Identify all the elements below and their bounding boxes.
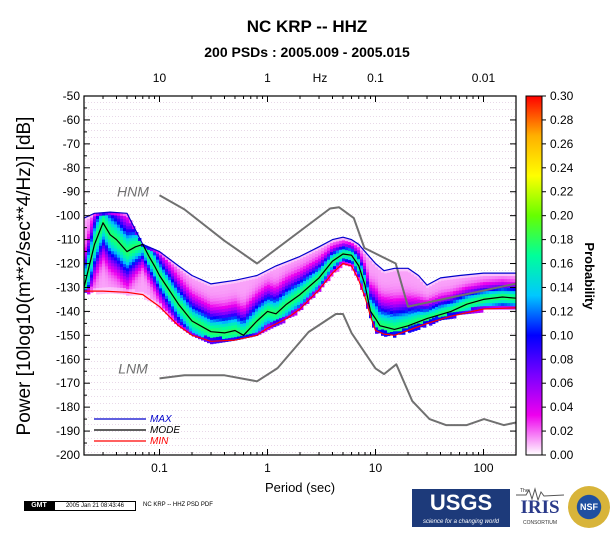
legend-label-max: MAX	[150, 414, 172, 425]
y-tick-label: -140	[56, 304, 80, 318]
colorbar-tick-label: 0.20	[550, 209, 574, 223]
colorbar-ticks: 0.30 0.28 0.26 0.24 0.22 0.20 0.18 0.16 0.14 0.12…	[542, 89, 574, 462]
y-tick-label: -130	[56, 280, 80, 294]
probability-density-field	[84, 102, 516, 453]
usgs-logo: USGS science for a changing world	[412, 489, 510, 527]
x-tick-label: 10	[369, 461, 383, 475]
usgs-logo-text: USGS	[429, 490, 493, 515]
timestamp: 2005 Jan 21 08:43:46	[54, 501, 136, 511]
y-tick-label: -200	[56, 448, 80, 462]
y-tick-label: -160	[56, 352, 80, 366]
y-tick-label: -80	[63, 161, 81, 175]
top-tick-label: 10	[153, 71, 167, 85]
series-hnm-line	[159, 194, 516, 308]
chart-title: NC KRP -- HHZ	[247, 17, 368, 36]
series-lnm-line	[159, 313, 516, 427]
legend-label-min: MIN	[150, 436, 169, 447]
top-axis-label: Hz	[313, 71, 328, 85]
model-label-lnm: LNM	[118, 361, 148, 377]
colorbar-tick-label: 0.00	[550, 448, 574, 462]
y-tick-label: -90	[63, 185, 81, 199]
y-tick-label: -170	[56, 376, 80, 390]
footer-note: NC KRP -- HHZ PSD PDF	[143, 502, 213, 508]
series-mode-line	[84, 222, 516, 336]
colorbar-tick-label: 0.18	[550, 233, 574, 247]
nsf-logo: NSF	[568, 486, 610, 528]
colorbar-label: Probability	[582, 242, 597, 310]
iris-logo-text: IRIS	[520, 497, 560, 518]
colorbar-tick-label: 0.16	[550, 257, 574, 271]
chart-subtitle: 200 PSDs : 2005.009 - 2005.015	[204, 44, 410, 60]
colorbar-tick-label: 0.22	[550, 185, 574, 199]
x-tick-label: 1	[264, 461, 271, 475]
iris-the: The	[520, 488, 529, 494]
colorbar	[525, 95, 543, 456]
y-tick-label: -180	[56, 400, 80, 414]
gmt-badge: GMT	[24, 501, 54, 511]
colorbar-tick-label: 0.28	[550, 113, 574, 127]
colorbar-tick-label: 0.08	[550, 352, 574, 366]
colorbar-tick-label: 0.02	[550, 424, 574, 438]
x-axis-ticks: 0.1 1 10 100	[83, 96, 517, 475]
y-tick-label: -120	[56, 257, 80, 271]
y-axis-ticks: -50 -60 -70 -80 -90 -100 -110 -120 -130 -140 -150 -…	[56, 89, 516, 462]
colorbar-tick-label: 0.26	[550, 137, 574, 151]
colorbar-tick-label: 0.24	[550, 161, 574, 175]
series-lines	[84, 194, 516, 427]
y-tick-label: -50	[63, 89, 81, 103]
usgs-tagline: science for a changing world	[422, 519, 500, 525]
colorbar-tick-label: 0.06	[550, 376, 574, 390]
colorbar-tick-label: 0.12	[550, 304, 574, 318]
y-axis-label: Power [10log10(m**2/sec**4/Hz)] [dB]	[14, 117, 35, 436]
model-label-hnm: HNM	[117, 184, 149, 200]
y-tick-label: -100	[56, 209, 80, 223]
noise-model-labels: HNM LNM	[117, 184, 149, 377]
seismogram-icon	[516, 487, 564, 501]
colorbar-tick-label: 0.10	[550, 328, 574, 342]
x-axis-label: Period (sec)	[265, 480, 335, 495]
colorbar-tick-label: 0.04	[550, 400, 574, 414]
y-tick-label: -110	[57, 233, 80, 247]
top-tick-label: 1	[264, 71, 271, 85]
y-tick-label: -150	[56, 328, 80, 342]
legend-label-mode: MODE	[150, 425, 180, 436]
x-tick-label: 0.1	[151, 461, 168, 475]
iris-logo: The IRIS CONSORTIUM	[516, 487, 564, 529]
top-tick-label: 0.1	[367, 71, 384, 85]
series-min-line	[84, 262, 516, 342]
series-max-line	[84, 211, 516, 286]
iris-consortium: CONSORTIUM	[522, 520, 558, 526]
y-tick-label: -70	[63, 137, 81, 151]
x-tick-label: 100	[473, 461, 493, 475]
top-axis-ticks: 10 1 0.1 0.01	[153, 71, 496, 85]
y-tick-label: -190	[56, 424, 80, 438]
colorbar-tick-label: 0.14	[550, 280, 574, 294]
y-tick-label: -60	[63, 113, 81, 127]
top-tick-label: 0.01	[472, 71, 496, 85]
colorbar-tick-label: 0.30	[550, 89, 574, 103]
